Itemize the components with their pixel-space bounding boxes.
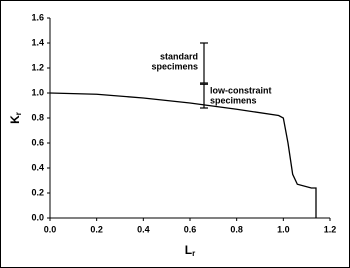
y-tick-label: 1.6 [31,12,44,22]
x-tick-label: 0.8 [230,224,243,234]
annotation: standard [160,51,198,61]
x-tick-label: 0.6 [184,224,197,234]
annotation: specimens [210,96,257,106]
x-tick-label: 1.0 [277,224,290,234]
y-tick-label: 0.8 [31,112,44,122]
y-tick-label: 0.6 [31,137,44,147]
x-tick-label: 0.2 [90,224,103,234]
y-tick-label: 1.2 [31,62,44,72]
y-tick-label: 0.0 [31,212,44,222]
annotation: specimens [151,61,198,71]
y-tick-label: 0.2 [31,187,44,197]
y-tick-label: 1.0 [31,87,44,97]
y-tick-label: 0.4 [31,162,44,172]
y-axis-label-main: K [8,115,22,124]
y-tick-label: 1.4 [31,37,44,47]
x-axis-label-main: L [185,243,192,257]
x-tick-label: 1.2 [324,224,337,234]
x-tick-label: 0.4 [137,224,150,234]
x-tick-label: 0.0 [44,224,57,234]
x-axis-label-sub: r [192,249,195,258]
y-axis-label-sub: r [14,112,23,115]
annotation: low-constraint [210,86,272,96]
x-axis-label: Lr [185,243,195,258]
data-line [49,92,317,218]
y-axis-label: Kr [8,112,23,124]
